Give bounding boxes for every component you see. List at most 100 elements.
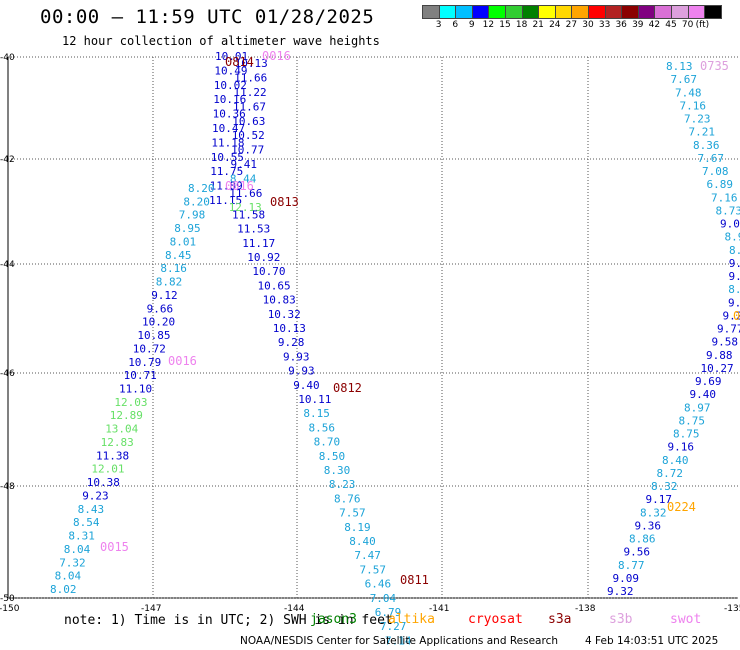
wave-height-label: 12.01: [91, 463, 124, 476]
wave-height-label: 10.52: [232, 129, 265, 142]
wave-height-label: 9.77: [717, 323, 740, 336]
wave-height-label: 7.57: [339, 507, 366, 520]
wave-height-label: 8.20: [188, 182, 215, 195]
wave-height-label: 10.79: [128, 356, 161, 369]
wave-height-label: 9.09: [613, 572, 640, 585]
wave-height-label: 10.72: [133, 342, 166, 355]
wave-height-label: 8.54: [73, 516, 100, 529]
credit-text: NOAA/NESDIS Center for Satellite Applica…: [240, 635, 558, 647]
wave-height-label: 8.98: [728, 283, 740, 296]
wave-height-label: 7.23: [684, 113, 711, 126]
wave-height-label: 8.40: [349, 535, 376, 548]
wave-height-label: 8.75: [673, 428, 700, 441]
wave-height-label: 8.04: [55, 570, 82, 583]
wave-height-label: 11.58: [232, 208, 265, 221]
wave-height-label: 9.88: [706, 349, 733, 362]
wave-height-label: 9.40: [293, 379, 320, 392]
wave-height-label: 6.89: [707, 178, 734, 191]
wave-height-label: 8.50: [319, 450, 346, 463]
wave-height-label: 8.32: [651, 480, 678, 493]
wave-height-label: 11.66: [234, 72, 267, 85]
wave-height-label: 8.70: [314, 436, 341, 449]
pass-time-label: 0812: [333, 381, 362, 395]
legend-item-jason3: jason3: [310, 612, 357, 627]
wave-height-label: 7.48: [675, 86, 702, 99]
y-tick-label: -40: [0, 53, 15, 63]
pass-time-label: 0813: [270, 195, 299, 209]
wave-height-label: 8.16: [160, 262, 187, 275]
wave-height-label: 13.04: [105, 423, 138, 436]
wave-height-label: 10.70: [252, 265, 285, 278]
wave-height-label: 9.22: [723, 309, 740, 322]
wave-height-label: 8.76: [334, 492, 361, 505]
x-tick-label: -144: [284, 604, 305, 614]
wave-height-label: 8.30: [324, 464, 351, 477]
legend-item-s3b: s3b: [609, 612, 633, 627]
wave-height-label: 8.56: [309, 421, 336, 434]
wave-height-label: 7.04: [370, 592, 397, 605]
colorbar-swatch: [704, 5, 722, 19]
wave-height-label: 8.13: [666, 60, 693, 73]
pass-time-label: 0224: [667, 500, 696, 514]
colorbar-label: 70: [681, 20, 694, 30]
wave-height-label: 8.75: [679, 414, 706, 427]
pass-time-label: 0016: [168, 354, 197, 368]
wave-height-label: 10.20: [142, 316, 175, 329]
wave-height-label: 6.79: [375, 606, 402, 619]
wave-height-label: 10.11: [298, 393, 331, 406]
wave-height-label: 9.34: [729, 270, 740, 283]
wave-height-label: 8.31: [68, 530, 95, 543]
wave-height-label: 8.95: [174, 222, 201, 235]
colorbar-label: 30: [582, 20, 594, 30]
y-tick-label: -42: [0, 155, 15, 165]
pass-time-label: 0016: [262, 49, 291, 63]
wave-height-label: 9.56: [624, 546, 651, 559]
colorbar-label: 24: [549, 20, 561, 30]
wave-height-label: 10.36: [213, 108, 246, 121]
pass-time-label: 0735: [700, 59, 729, 73]
wave-height-label: 10.65: [258, 279, 291, 292]
wave-height-label: 11.89: [210, 180, 243, 193]
wave-height-label: 8.86: [629, 533, 656, 546]
footer-note: note: 1) Time is in UTC; 2) SWH is in fe…: [64, 613, 393, 628]
colorbar-label: 18: [515, 20, 528, 30]
x-tick-label: -147: [141, 604, 161, 614]
wave-height-label: 7.67: [671, 73, 698, 86]
wave-height-label: 8.32: [640, 506, 667, 519]
wave-height-label: 10.71: [124, 369, 157, 382]
wave-height-label: 11.53: [237, 223, 270, 236]
wave-height-label: 9.41: [231, 158, 258, 171]
colorbar-unit: (ft): [695, 20, 710, 30]
wave-height-label: 7.67: [698, 152, 725, 165]
wave-height-label: 7.16: [680, 99, 707, 112]
wave-height-label: 11.17: [242, 237, 275, 250]
legend-item-swot: swot: [670, 612, 702, 627]
wave-height-label: 9.93: [283, 350, 310, 363]
colorbar-label: 27: [565, 20, 578, 30]
wave-height-label: 9.03: [720, 218, 740, 231]
wave-height-label: 10.32: [268, 308, 301, 321]
map-subtitle: 12 hour collection of altimeter wave hei…: [62, 34, 380, 48]
wave-height-label: 7.27: [380, 620, 407, 633]
wave-height-label: 12.89: [110, 409, 143, 422]
wave-height-label: 10.77: [231, 144, 264, 157]
wave-height-label: 8.77: [618, 559, 645, 572]
wave-height-label: 9.58: [712, 336, 739, 349]
wave-height-label: 11.10: [119, 383, 152, 396]
wave-height-label: 9.17: [646, 493, 673, 506]
wave-height-label: 9.36: [635, 519, 662, 532]
map-title: 00:00 – 11:59 UTC 01/28/2025: [40, 6, 375, 28]
wave-height-label: 11.18: [211, 136, 244, 149]
wave-height-label: 10.27: [701, 362, 734, 375]
pass-time-label: 0: [733, 309, 740, 323]
wave-height-label: 8.44: [230, 172, 257, 185]
wave-height-label: 6.46: [365, 578, 392, 591]
wave-height-label: 10.16: [213, 93, 246, 106]
colorbar-labels: 3 6 9 12 15 18 21 24 27 30 33 36 39 42 45 70: [422, 20, 740, 32]
wave-height-label: 10.92: [247, 251, 280, 264]
wave-height-label: 9.23: [82, 489, 109, 502]
wave-height-label: 7.57: [360, 563, 387, 576]
wave-height-label: 11.75: [210, 165, 243, 178]
wave-height-label: 12.03: [114, 396, 147, 409]
